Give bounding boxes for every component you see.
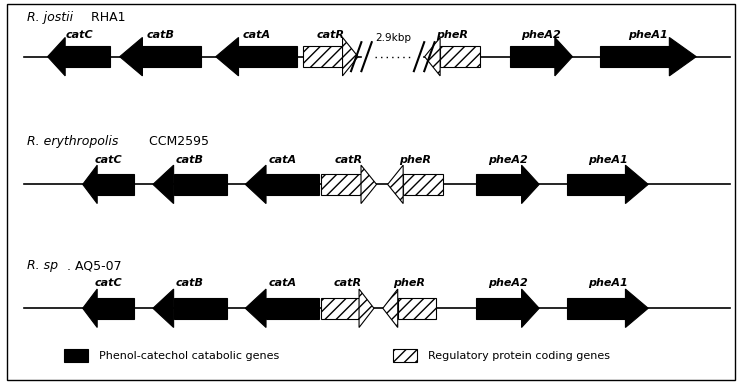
Polygon shape xyxy=(321,298,359,319)
Polygon shape xyxy=(174,298,227,319)
Polygon shape xyxy=(600,46,669,67)
Polygon shape xyxy=(567,174,626,195)
Text: catB: catB xyxy=(146,30,174,40)
Text: catC: catC xyxy=(95,154,122,165)
Polygon shape xyxy=(403,174,443,195)
Text: pheR: pheR xyxy=(399,154,431,165)
Polygon shape xyxy=(97,174,134,195)
Text: R. jostii: R. jostii xyxy=(27,11,73,24)
Text: catC: catC xyxy=(65,30,93,40)
Polygon shape xyxy=(216,38,238,76)
Text: catC: catC xyxy=(95,278,122,288)
Polygon shape xyxy=(555,38,572,76)
Polygon shape xyxy=(246,165,266,204)
Polygon shape xyxy=(510,46,555,67)
Polygon shape xyxy=(387,165,403,204)
Polygon shape xyxy=(97,298,134,319)
Polygon shape xyxy=(476,298,522,319)
Text: pheR: pheR xyxy=(393,278,425,288)
Polygon shape xyxy=(303,46,343,67)
Polygon shape xyxy=(174,174,227,195)
Text: pheA2: pheA2 xyxy=(488,154,528,165)
Text: catA: catA xyxy=(268,278,296,288)
Text: catB: catB xyxy=(176,278,204,288)
Text: pheA1: pheA1 xyxy=(628,30,668,40)
Text: catR: catR xyxy=(335,154,363,165)
Polygon shape xyxy=(626,165,649,204)
Polygon shape xyxy=(440,46,480,67)
Text: pheA1: pheA1 xyxy=(588,278,628,288)
Polygon shape xyxy=(359,289,374,328)
Polygon shape xyxy=(522,165,539,204)
Polygon shape xyxy=(246,289,266,328)
Bar xyxy=(65,349,88,362)
Bar xyxy=(393,349,417,362)
Text: Regulatory protein coding genes: Regulatory protein coding genes xyxy=(428,351,610,361)
Polygon shape xyxy=(82,289,97,328)
Polygon shape xyxy=(626,289,649,328)
Text: catR: catR xyxy=(333,278,361,288)
Polygon shape xyxy=(47,38,65,76)
Text: 2.9kbp: 2.9kbp xyxy=(375,33,411,43)
FancyBboxPatch shape xyxy=(7,5,735,379)
Text: catA: catA xyxy=(268,154,296,165)
Polygon shape xyxy=(383,289,398,328)
Polygon shape xyxy=(266,298,319,319)
Text: pheR: pheR xyxy=(436,30,468,40)
Polygon shape xyxy=(153,165,174,204)
Polygon shape xyxy=(238,46,297,67)
Polygon shape xyxy=(153,289,174,328)
Text: catR: catR xyxy=(316,30,344,40)
Polygon shape xyxy=(361,165,376,204)
Text: pheA2: pheA2 xyxy=(488,278,528,288)
Polygon shape xyxy=(669,38,696,76)
Polygon shape xyxy=(567,298,626,319)
Text: pheA2: pheA2 xyxy=(521,30,561,40)
Polygon shape xyxy=(398,298,436,319)
Text: catA: catA xyxy=(243,30,271,40)
Polygon shape xyxy=(522,289,539,328)
Text: R. sp: R. sp xyxy=(27,259,59,272)
Polygon shape xyxy=(82,165,97,204)
Polygon shape xyxy=(65,46,111,67)
Text: CCM2595: CCM2595 xyxy=(145,135,209,148)
Text: RHA1: RHA1 xyxy=(87,11,125,24)
Polygon shape xyxy=(321,174,361,195)
Polygon shape xyxy=(142,46,201,67)
Text: pheA1: pheA1 xyxy=(588,154,628,165)
Polygon shape xyxy=(424,38,440,76)
Polygon shape xyxy=(266,174,319,195)
Text: R. erythropolis: R. erythropolis xyxy=(27,135,119,148)
Polygon shape xyxy=(476,174,522,195)
Polygon shape xyxy=(343,38,358,76)
Text: . AQ5-07: . AQ5-07 xyxy=(67,259,122,272)
Text: Phenol-catechol catabolic genes: Phenol-catechol catabolic genes xyxy=(99,351,279,361)
Polygon shape xyxy=(119,38,142,76)
Text: catB: catB xyxy=(176,154,204,165)
